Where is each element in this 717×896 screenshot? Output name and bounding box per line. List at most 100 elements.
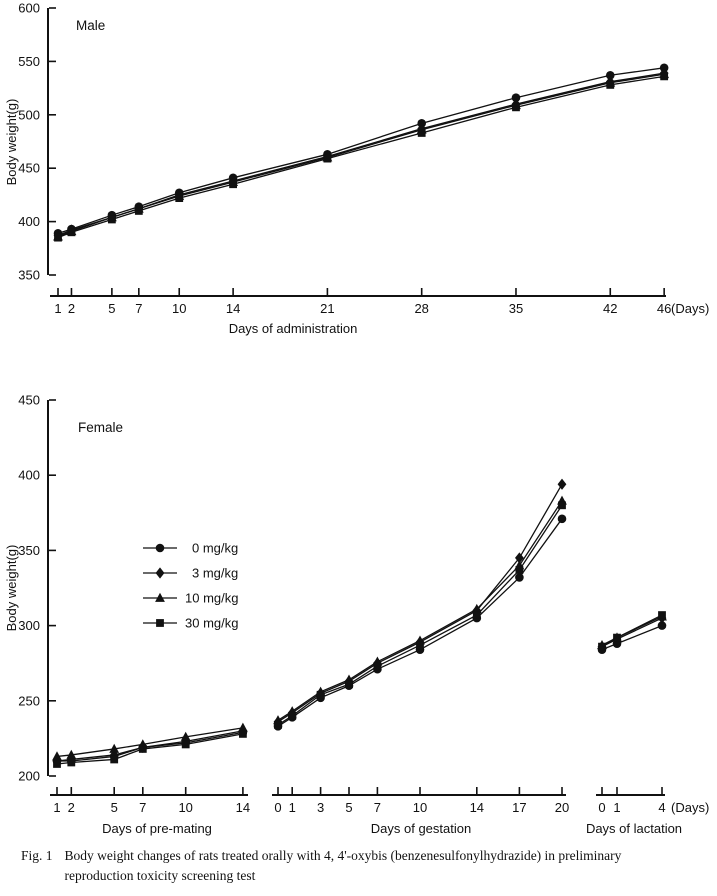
- data-point-triangle: [109, 743, 120, 753]
- data-point-square: [138, 745, 147, 753]
- x-axis-title: Days of lactation: [586, 821, 682, 836]
- data-point-circle: [511, 93, 521, 103]
- x-tick-label: 0: [274, 800, 281, 815]
- x-axis-segment: 1 2 5 7 10 14 21 28 35 42 46 Days of administration: [50, 288, 671, 336]
- x-tick-label: 14: [470, 800, 484, 815]
- data-point-triangle: [180, 731, 191, 741]
- y-tick-label: 550: [18, 54, 40, 69]
- x-tick-label: 14: [226, 301, 240, 316]
- x-tick-label: 17: [512, 800, 526, 815]
- x-tick-label: 4: [658, 800, 665, 815]
- legend-diamond-icon: [155, 567, 165, 579]
- data-point-square: [54, 233, 62, 242]
- data-point-square: [558, 501, 566, 510]
- x-tick-label: 7: [135, 301, 142, 316]
- legend-label: 0 mg/kg: [192, 541, 238, 556]
- y-tick-label: 500: [18, 107, 40, 122]
- x-tick-label: 5: [111, 800, 118, 815]
- caption-label: Fig. 1: [21, 848, 53, 863]
- series-line-diamond: [57, 72, 665, 237]
- x-tick-label: 1: [53, 800, 60, 815]
- legend-label: 30 mg/kg: [185, 616, 238, 631]
- data-point-square: [373, 662, 382, 671]
- data-point-square: [110, 755, 119, 764]
- x-tick-label: 14: [236, 800, 250, 815]
- data-point-square: [416, 641, 424, 650]
- x-axis-title: Days of gestation: [371, 821, 471, 836]
- x-tick-label: 2: [68, 301, 75, 316]
- panel-title: Male: [76, 18, 105, 33]
- y-tick-label: 250: [18, 693, 40, 708]
- panel-title: Female: [78, 420, 123, 435]
- data-point-triangle: [238, 722, 248, 732]
- series-line-triangle: [57, 73, 665, 238]
- x-axis-title: Days of pre-mating: [102, 821, 212, 836]
- series-line-circle: [57, 67, 665, 234]
- data-point-square: [345, 680, 353, 689]
- data-point-circle: [605, 70, 615, 80]
- series-line-diamond: [277, 483, 563, 723]
- data-point-diamond: [557, 478, 567, 490]
- x-tick-label: 10: [172, 301, 186, 316]
- legend: 0 mg/kg 3 mg/kg 10 mg/kg 30 mg/kg: [143, 541, 238, 631]
- legend-circle-icon: [155, 543, 165, 553]
- x-tick-label: 35: [509, 301, 523, 316]
- data-point-square: [134, 207, 143, 215]
- x-tick-label: 28: [414, 301, 428, 316]
- data-point-triangle: [66, 749, 77, 759]
- y-tick-label: 400: [18, 214, 40, 229]
- y-tick-label: 200: [18, 769, 40, 784]
- x-axis-segment: 0 1 3 5 7 10 14 17 20 Days of gestation: [272, 787, 569, 836]
- x-axis-title: Days of administration: [229, 321, 358, 336]
- legend-square-icon: [156, 619, 164, 627]
- data-point-square: [598, 642, 606, 651]
- caption-text: Body weight changes of rats treated oral…: [64, 848, 622, 883]
- data-point-square: [512, 103, 520, 112]
- x-tick-label: 46: [657, 301, 671, 316]
- x-tick-label: 21: [320, 301, 334, 316]
- y-axis-title: Body weight(g): [4, 99, 19, 186]
- y-tick-label: 350: [18, 268, 40, 283]
- x-tick-label: 3: [317, 800, 324, 815]
- data-point-square: [229, 180, 238, 189]
- x-axis-unit: (Days): [671, 800, 709, 815]
- data-point-triangle: [52, 751, 62, 761]
- legend-item: 0 mg/kg: [143, 541, 238, 556]
- data-point-square: [613, 633, 621, 642]
- female-chart: 200 250 300 3 5 0 400 450 Female Body weight(g) 1 2…: [4, 393, 709, 837]
- data-point-square: [239, 729, 247, 738]
- data-point-triangle: [471, 603, 482, 613]
- x-tick-label: 7: [374, 800, 381, 815]
- data-point-square: [660, 72, 669, 81]
- y-tick-label: 600: [18, 1, 40, 16]
- legend-item: 3 mg/kg: [143, 566, 238, 581]
- x-tick-label: 1: [289, 800, 296, 815]
- data-point-square: [323, 154, 332, 163]
- x-tick-label: 10: [178, 800, 192, 815]
- x-tick-label: 1: [613, 800, 620, 815]
- x-axis-unit: (Days): [671, 301, 709, 316]
- data-point-square: [606, 80, 615, 89]
- y-tick-label: 450: [18, 393, 40, 408]
- x-tick-label: 5: [345, 800, 352, 815]
- series-line-square: [57, 75, 665, 239]
- x-tick-label: 5: [108, 301, 115, 316]
- y-axis-title: Body weight(g): [4, 545, 19, 632]
- x-tick-label: 20: [555, 800, 569, 815]
- series-line-circle: [601, 624, 663, 651]
- data-point-square: [316, 690, 325, 699]
- x-tick-label: 7: [139, 800, 146, 815]
- x-axis-segment: 1 2 5 7 10 14 Days of pre-mating: [50, 787, 250, 836]
- data-point-diamond: [515, 552, 524, 564]
- data-point-square: [175, 194, 184, 203]
- data-point-square: [67, 758, 76, 767]
- data-point-square: [658, 611, 666, 619]
- y-tick-label: 300: [18, 618, 40, 633]
- y-tick-label: 450: [18, 161, 40, 176]
- male-chart: 350 400 450 500 550 600 Male Body weight(g) 1 2 5 7…: [4, 1, 709, 337]
- y-tick-label: 400: [18, 468, 40, 483]
- data-point-circle: [557, 514, 567, 524]
- legend-label: 3 mg/kg: [192, 566, 238, 581]
